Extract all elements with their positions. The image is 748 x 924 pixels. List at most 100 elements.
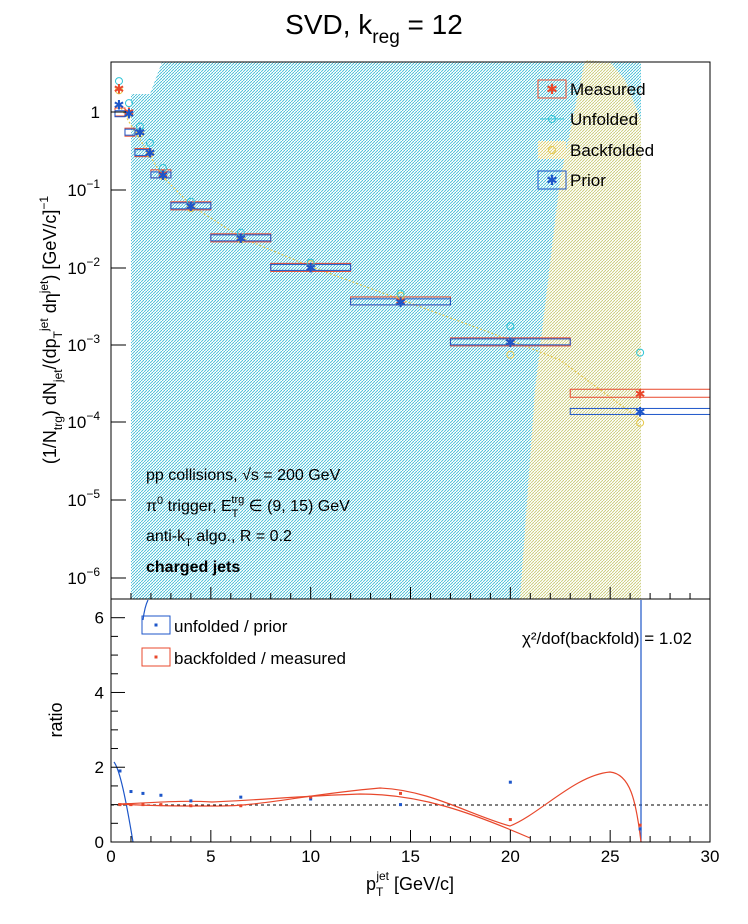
backfolded-measured-point: [309, 795, 313, 799]
prior-point: ✱: [635, 405, 646, 420]
measured-point: ✱: [157, 168, 168, 183]
backfolded-measured-point: [399, 791, 403, 795]
unfolded-point: [396, 289, 405, 298]
lower-markers: [118, 769, 642, 831]
backfolded-measured-point: [129, 803, 133, 807]
backfolded-point: [396, 291, 405, 300]
backfolded-point: [158, 172, 167, 181]
annotation-algo: anti-kT algo., R = 0.2: [146, 528, 292, 549]
ratio-y-tick-label: 0: [95, 833, 104, 852]
ratio-y-tick-label: 2: [95, 758, 104, 777]
legend-unfolded: Unfolded: [540, 110, 638, 129]
unfolded-point: [306, 258, 315, 267]
upper-y-axis-label: (1/Ntrg) dNjet/(dpTjet dηjet) [GeV/c]−1: [37, 196, 65, 465]
unfolded-prior-point: [309, 797, 313, 801]
prior-point: ✱: [235, 232, 246, 247]
backfolded-measured-curve-2: [117, 793, 531, 839]
prior-box: [210, 234, 272, 242]
svg-text:Measured: Measured: [570, 80, 646, 99]
unfolded-prior-point: [118, 769, 122, 773]
unfolded-point: [124, 99, 133, 108]
svg-text:Backfolded: Backfolded: [570, 141, 654, 160]
unfolded-prior-point: [189, 799, 193, 803]
annotation-collisions: pp collisions, √s = 200 GeV: [146, 467, 341, 484]
unfolded-prior-point: [239, 795, 243, 799]
prior-point: ✱: [305, 261, 316, 276]
chart-title: SVD, kreg = 12: [285, 9, 463, 48]
unfolded-point: [506, 322, 515, 331]
x-tick-label: 15: [401, 847, 420, 866]
unfolded-point: [135, 122, 144, 131]
lower-legend: unfolded / prior backfolded / measured: [141, 615, 346, 668]
lower-panel: 0 2 4 6 0 5 10 15 20 25 30 ratio pTjet [GeV/c] χ²…: [46, 587, 719, 899]
prior-box: [270, 263, 352, 271]
y-tick-1e-3: 10−3: [67, 332, 100, 355]
x-ticks: 0 5 10 15 20 25 30: [106, 587, 719, 866]
ratio-y-tick-label: 6: [95, 609, 104, 628]
backfolded-measured-point: [141, 803, 145, 807]
backfolded-error-band: [520, 60, 641, 599]
legend-measured: ✱ Measured: [537, 79, 646, 99]
legend-backfolded: Backfolded: [538, 141, 654, 160]
y-tick-1e-4: 10−4: [67, 409, 100, 432]
annotation-charged-jets: charged jets: [146, 559, 240, 576]
x-tick-label: 5: [206, 847, 215, 866]
svg-text:✱: ✱: [546, 173, 558, 189]
prior-box: [134, 149, 152, 157]
unfolded-prior-curve: [113, 599, 642, 843]
unfolded-point: [636, 348, 645, 357]
measured-point: ✱: [305, 261, 316, 276]
upper-annotations: pp collisions, √s = 200 GeV π0 trigger, …: [146, 467, 350, 576]
svg-text:Unfolded: Unfolded: [570, 110, 638, 129]
unfolded-prior-point: [159, 793, 163, 797]
annotation-trigger: π0 trigger, ETtrg ∈ (9, 15) GeV: [146, 494, 350, 520]
svg-text:✱: ✱: [546, 82, 558, 98]
backfolded-measured-point: [159, 803, 163, 807]
x-axis-label: pTjet [GeV/c]: [366, 869, 454, 899]
x-tick-label: 0: [106, 847, 115, 866]
upper-markers: ✱✱✱✱✱✱✱✱✱✱✱✱✱✱✱✱✱✱✱✱✱✱: [114, 77, 646, 427]
measured-point: ✱: [395, 295, 406, 310]
measured-point: ✱: [134, 126, 145, 141]
y-tick-1e-5: 10−5: [67, 487, 100, 510]
backfolded-point: [124, 109, 133, 118]
backfolded-point: [145, 149, 154, 158]
lower-y-ticks: 0 2 4 6: [95, 609, 125, 852]
unfolded-prior-point: [129, 790, 133, 794]
upper-panel: ✱✱✱✱✱✱✱✱✱✱✱✱✱✱✱✱✱✱✱✱✱✱ 1 10−1 10−2 10−3 …: [37, 60, 711, 600]
measured-point: ✱: [635, 387, 646, 402]
unfolded-point: [236, 228, 245, 237]
upper-y-ticks: [111, 111, 126, 579]
y-tick-1e-1: 10−1: [67, 177, 100, 200]
prior-point: ✱: [114, 98, 125, 113]
measured-point: ✱: [144, 147, 155, 162]
chi2-label: χ²/dof(backfold) = 1.02: [522, 629, 692, 648]
legend-prior: ✱ Prior: [537, 170, 606, 190]
legend-unfolded-prior: unfolded / prior: [141, 615, 288, 636]
unfolded-point: [158, 164, 167, 173]
prior-point: ✱: [124, 108, 135, 123]
unfolded-prior-point: [399, 803, 403, 807]
x-tick-label: 20: [501, 847, 520, 866]
svg-text:unfolded / prior: unfolded / prior: [174, 617, 288, 636]
backfolded-measured-point: [638, 823, 642, 827]
ratio-y-tick-label: 4: [95, 683, 104, 702]
unfolded-prior-point: [638, 827, 642, 831]
measured-point: ✱: [505, 336, 516, 351]
unfolded-point: [114, 77, 123, 86]
backfolded-point: [506, 350, 515, 359]
upper-legend: ✱ Measured Unfolded Backfolded ✱ Prior: [537, 79, 654, 190]
prior-point: ✱: [134, 126, 145, 141]
y-tick-1: 1: [91, 103, 100, 122]
prior-point: ✱: [157, 169, 168, 184]
legend-backfolded-measured: backfolded / measured: [141, 647, 346, 668]
upper-bands: [120, 60, 642, 599]
measured-point: ✱: [114, 83, 125, 98]
ratio-y-axis-label: ratio: [46, 702, 66, 737]
measured-point: ✱: [124, 106, 135, 121]
x-tick-label: 25: [601, 847, 620, 866]
prior-box: [449, 338, 571, 346]
backfolded-measured-point: [239, 804, 243, 808]
prior-box: [350, 298, 451, 306]
